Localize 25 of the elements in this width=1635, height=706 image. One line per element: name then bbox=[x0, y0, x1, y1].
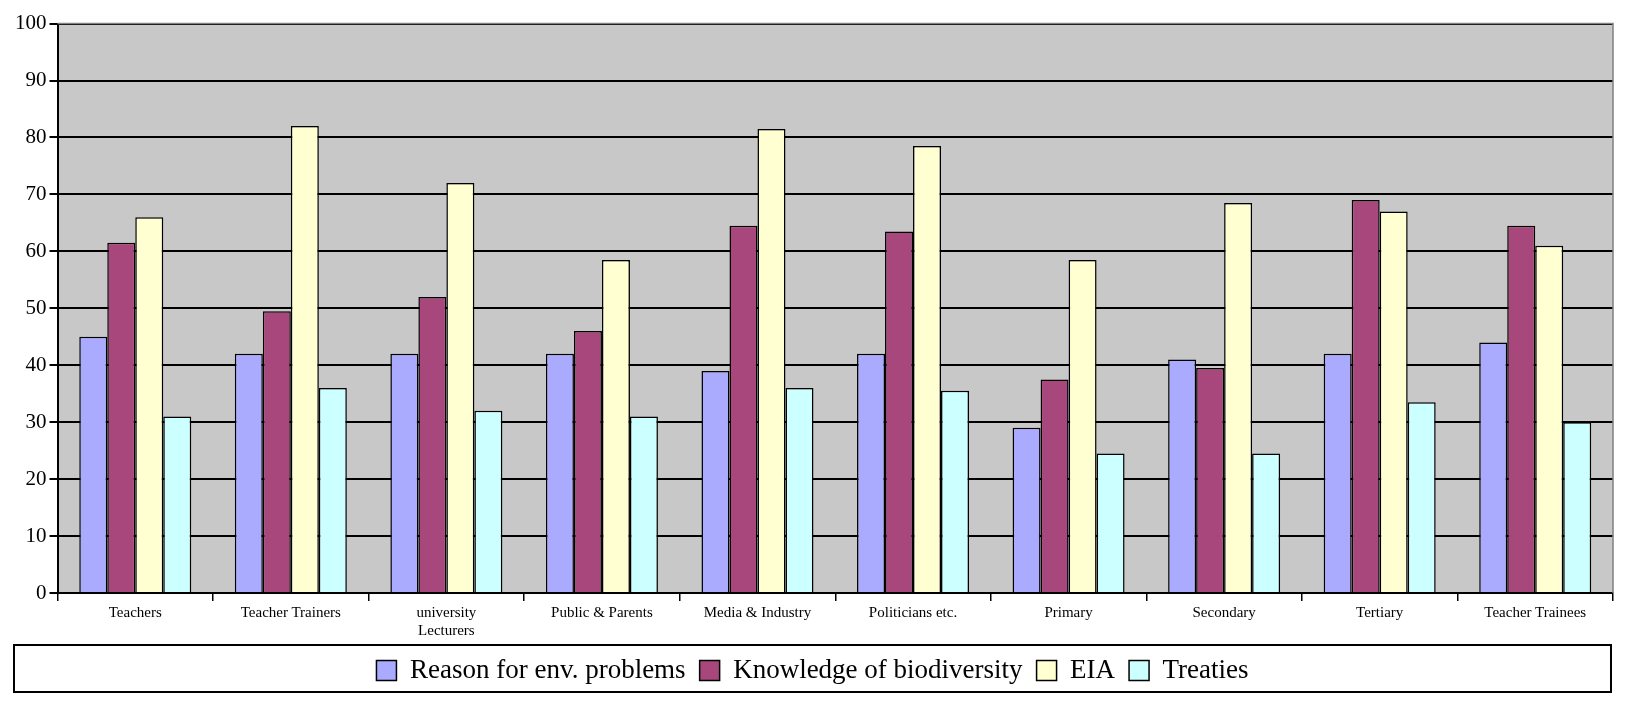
x-tick-label: Primary bbox=[1044, 603, 1094, 620]
legend-label: EIA bbox=[1070, 653, 1116, 684]
y-tick-label: 90 bbox=[25, 67, 47, 92]
y-tick-label: 10 bbox=[25, 522, 47, 547]
x-tick-label: Teacher Trainers bbox=[240, 603, 342, 620]
x-tick-label: Teacher Trainees bbox=[1484, 603, 1587, 620]
y-tick-label: 0 bbox=[36, 579, 47, 604]
y-tick-label: 30 bbox=[25, 408, 47, 433]
y-tick-label: 100 bbox=[15, 10, 47, 35]
y-tick-label: 50 bbox=[25, 294, 47, 319]
y-tick-label: 60 bbox=[25, 237, 47, 262]
legend-label: Reason for env. problems bbox=[409, 653, 686, 684]
legend-label: Knowledge of biodiversity bbox=[733, 653, 1024, 684]
legend-label: Treaties bbox=[1162, 653, 1249, 684]
y-tick-label: 40 bbox=[25, 351, 47, 376]
x-tick-label: Politicians etc. bbox=[868, 603, 958, 620]
x-tick-label: Secondary bbox=[1192, 603, 1257, 620]
y-tick-label: 20 bbox=[25, 465, 47, 490]
x-tick-label: Teachers bbox=[108, 603, 162, 620]
x-tick-label: Public & Parents bbox=[551, 603, 653, 620]
x-tick-label: Media & Industry bbox=[703, 603, 812, 620]
x-tick-label: university Lecturers bbox=[416, 603, 477, 638]
y-tick-label: 70 bbox=[25, 180, 47, 205]
y-tick-label: 80 bbox=[25, 124, 47, 148]
x-tick-label: Tertiary bbox=[1356, 603, 1404, 620]
